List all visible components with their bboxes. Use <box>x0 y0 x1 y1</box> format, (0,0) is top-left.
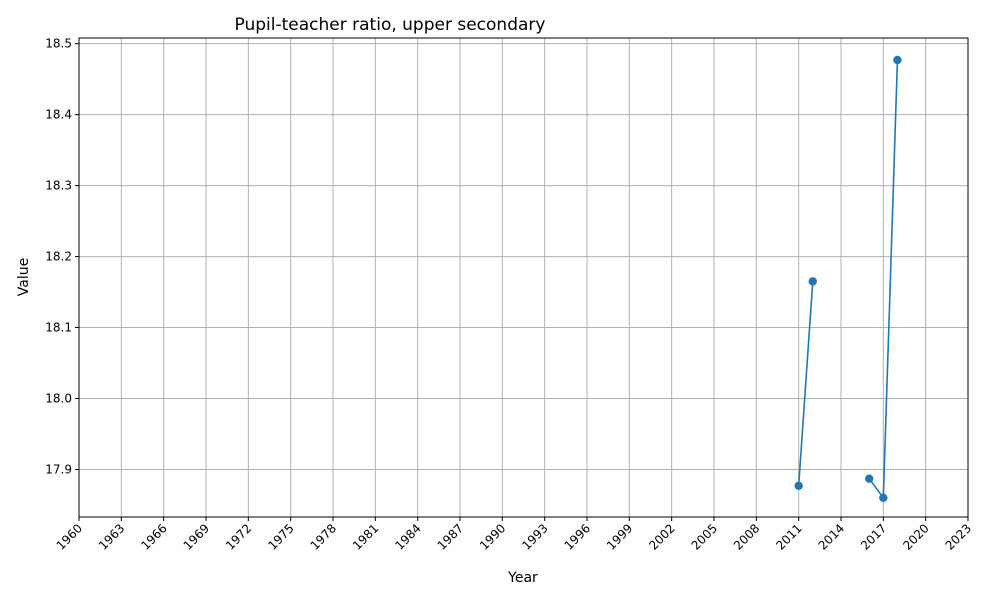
x-tick-label: 2020 <box>900 521 931 552</box>
y-tick-label: 18.4 <box>45 108 72 122</box>
y-tick-label: 18.5 <box>45 37 72 51</box>
grid-lines <box>78 38 969 517</box>
y-tick-label: 17.9 <box>45 462 72 476</box>
plot-frame <box>78 37 969 518</box>
data-point <box>893 55 902 65</box>
x-tick-label: 1996 <box>562 521 593 552</box>
y-tick-label: 18.1 <box>45 321 72 335</box>
x-tick-label: 1990 <box>477 521 508 552</box>
x-tick-label: 1969 <box>181 521 212 552</box>
data-point <box>879 493 888 503</box>
x-axis-ticks: 1960 1963 1966 1969 1972 1975 1978 1981 1984 1987… <box>54 517 974 553</box>
x-tick-label: 1975 <box>265 521 296 552</box>
x-tick-label: 1993 <box>519 521 550 552</box>
y-axis-label: Value <box>16 258 32 296</box>
x-tick-label: 1978 <box>308 521 339 552</box>
x-tick-label: 2023 <box>943 521 974 552</box>
x-tick-label: 2017 <box>858 521 889 552</box>
x-tick-label: 2008 <box>731 521 762 552</box>
x-tick-label: 2002 <box>646 521 677 552</box>
x-tick-label: 2014 <box>816 521 847 552</box>
y-tick-label: 18.2 <box>45 250 72 264</box>
x-tick-label: 1972 <box>223 521 254 552</box>
x-tick-label: 1987 <box>435 521 466 552</box>
x-tick-label: 1999 <box>604 521 635 552</box>
y-tick-label: 18.0 <box>45 391 72 405</box>
data-point <box>865 474 874 483</box>
chart-title: Pupil-teacher ratio, upper secondary <box>235 15 546 35</box>
series-line <box>797 281 814 486</box>
data-point <box>808 277 817 286</box>
x-tick-label: 1981 <box>350 521 381 552</box>
x-tick-label: 1984 <box>392 521 423 552</box>
data-point <box>794 481 803 490</box>
x-tick-label: 2011 <box>773 521 804 552</box>
y-tick-label: 18.3 <box>45 179 72 193</box>
x-tick-label: 1960 <box>54 521 85 552</box>
x-tick-label: 2005 <box>689 521 720 552</box>
y-axis-ticks: 17.9 18.0 18.1 18.2 18.3 18.4 18.5 <box>45 37 79 476</box>
x-tick-label: 1963 <box>96 521 127 552</box>
series-layer <box>794 55 902 503</box>
x-axis-label: Year <box>507 570 538 586</box>
x-tick-label: 1966 <box>138 521 169 552</box>
